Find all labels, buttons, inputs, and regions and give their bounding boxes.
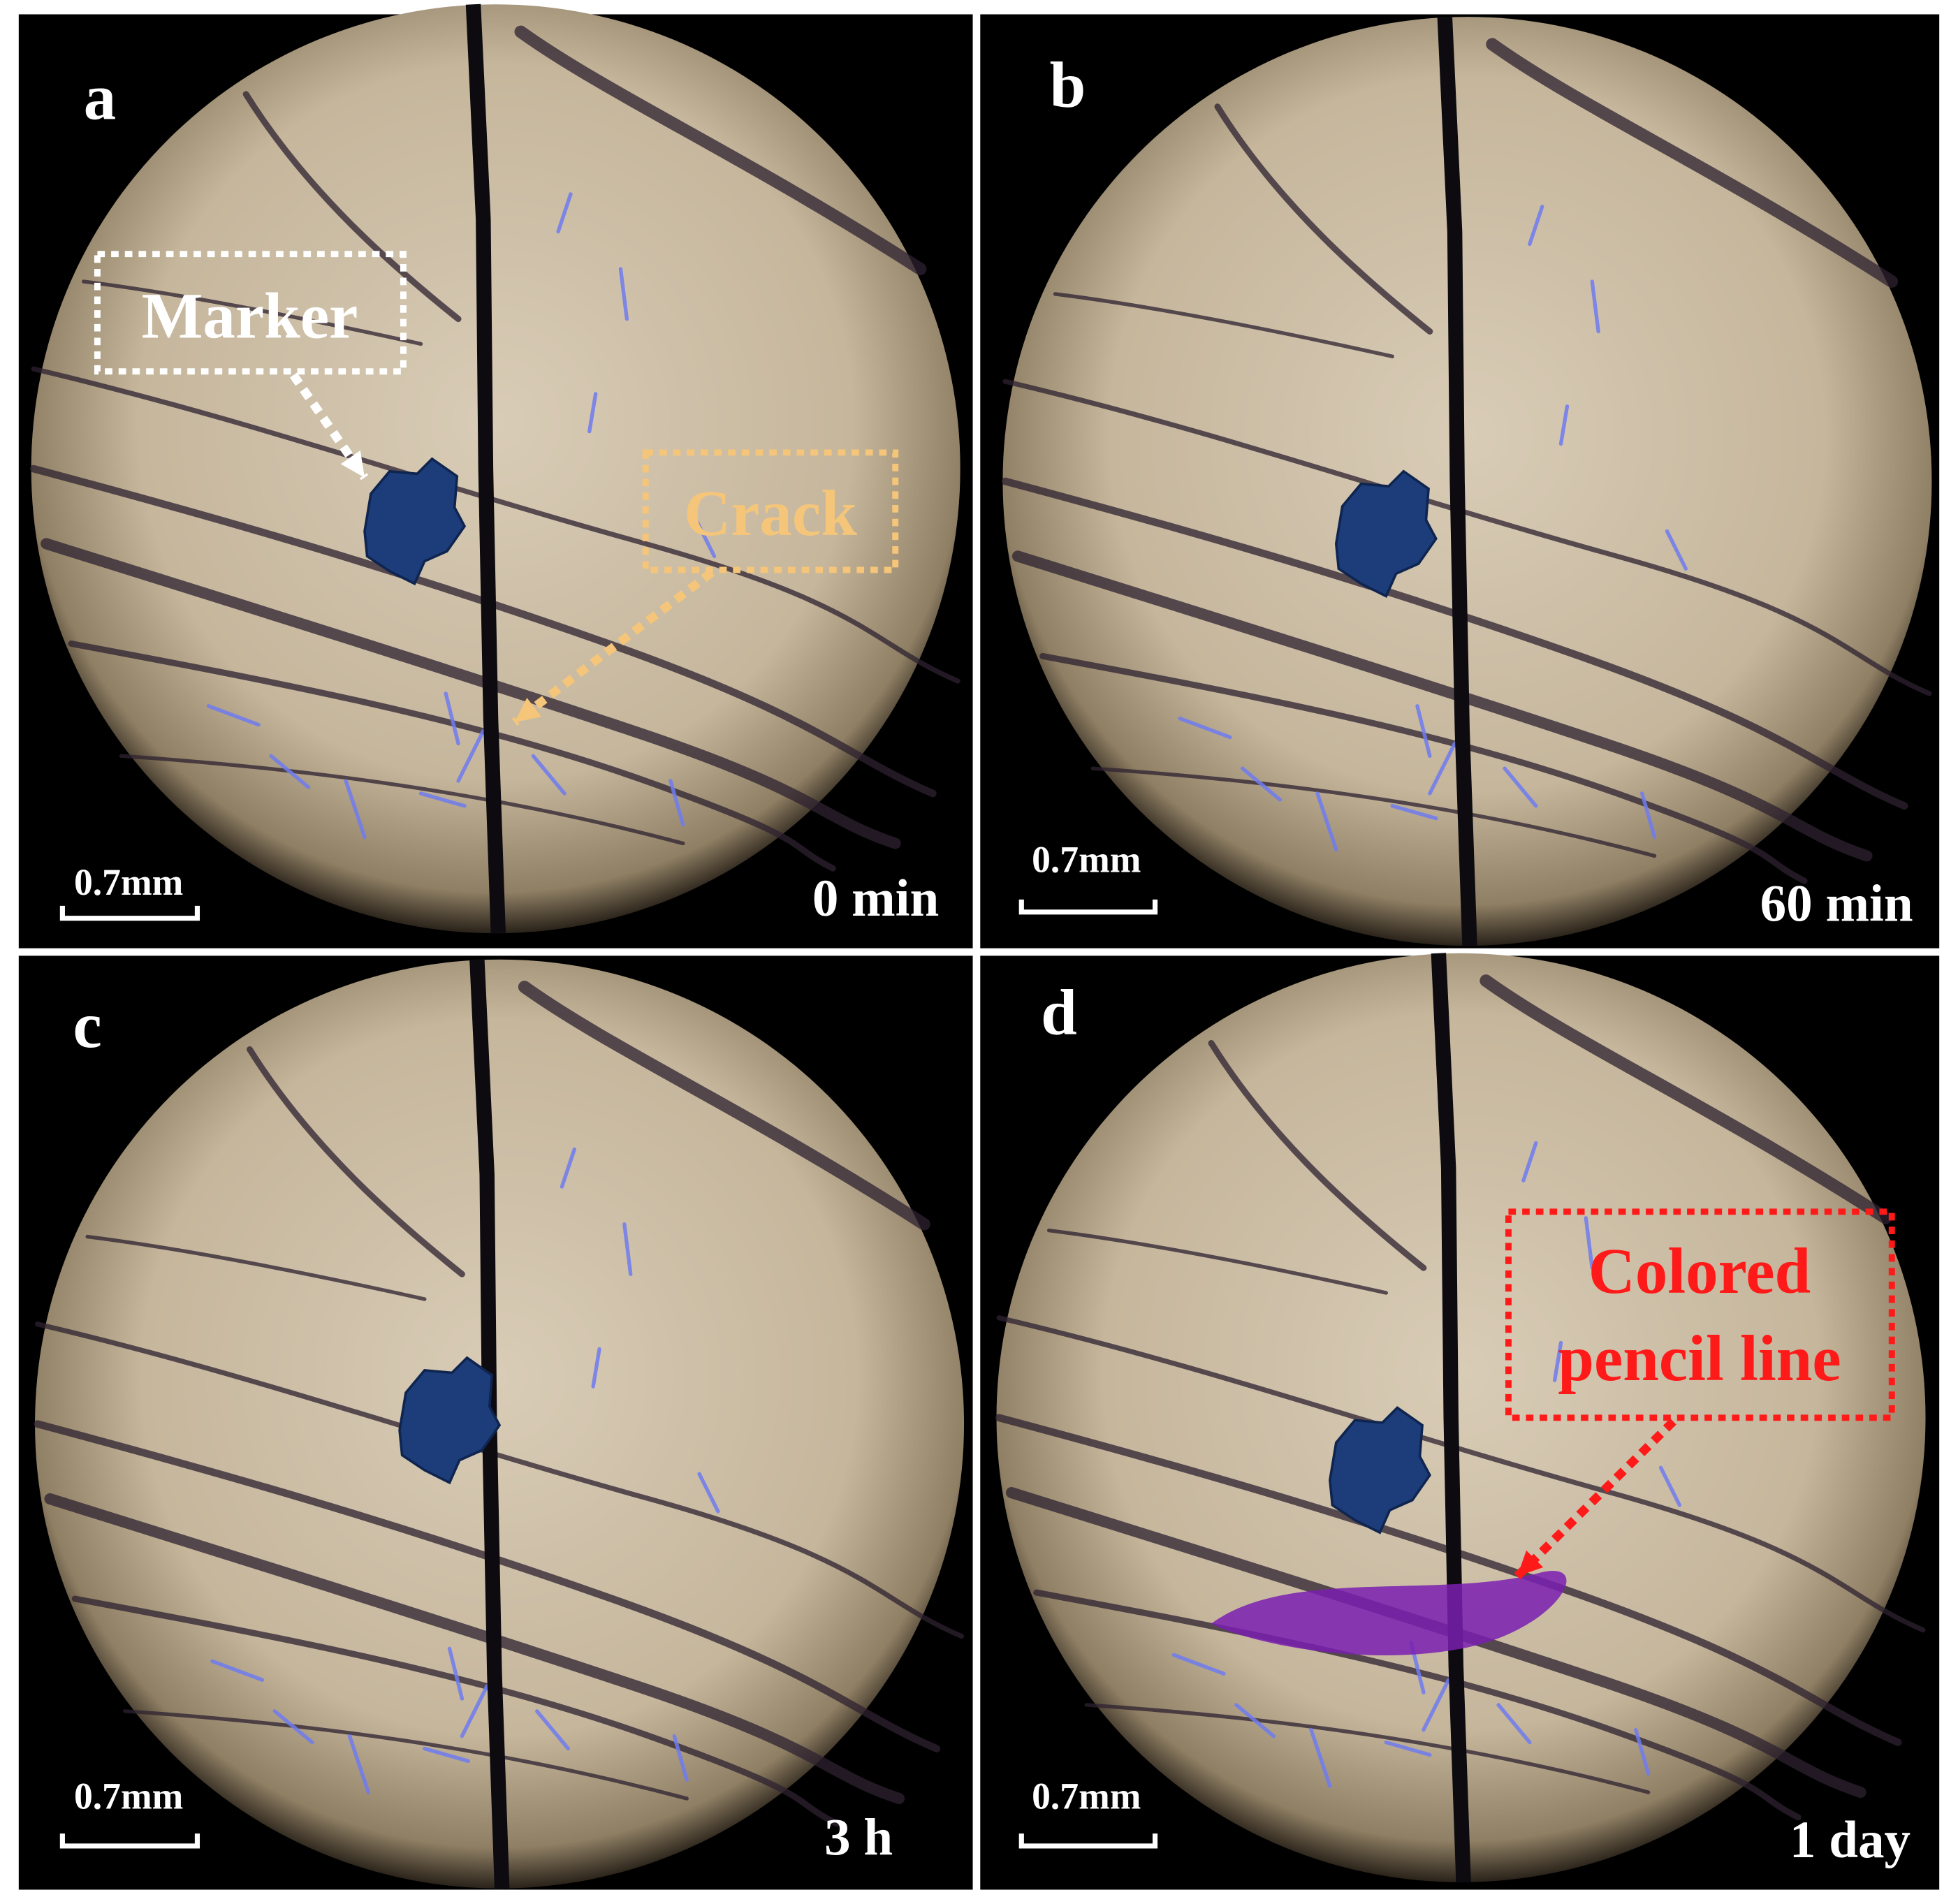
time-label: 1 day xyxy=(1790,1811,1910,1869)
annotation-text: pencil line xyxy=(1558,1323,1841,1395)
scale-bar-label: 0.7mm xyxy=(74,861,183,903)
micrograph xyxy=(31,4,960,933)
scale-bar xyxy=(59,1833,200,1849)
panel-label: d xyxy=(1041,977,1077,1049)
marker-spot xyxy=(363,457,467,586)
panel: b 60 min 0.7mm xyxy=(977,13,1942,950)
scale-bar-label: 0.7mm xyxy=(1032,1775,1141,1817)
annotation-box xyxy=(642,449,899,573)
scale-bar xyxy=(1018,899,1158,915)
marker-spot xyxy=(398,1356,502,1485)
micrograph xyxy=(1002,17,1931,946)
pencil-smear xyxy=(1211,1570,1567,1655)
scale-bar xyxy=(59,905,200,921)
micrograph xyxy=(997,953,1926,1882)
panel-label: c xyxy=(73,990,102,1062)
time-label: 3 h xyxy=(824,1808,893,1866)
arrow-head xyxy=(340,450,365,478)
marker-spot xyxy=(1334,469,1438,598)
annotation-text: Crack xyxy=(684,478,857,550)
annotation-text: Colored xyxy=(1588,1236,1811,1308)
annotation-arrow xyxy=(1514,1418,1676,1580)
marker-spot xyxy=(1329,1406,1431,1535)
scale-bar xyxy=(1018,1833,1158,1849)
arrow-head xyxy=(514,698,542,723)
annotation-box xyxy=(1505,1208,1895,1421)
scale-bar-label: 0.7mm xyxy=(74,1775,183,1817)
scale-bar-label: 0.7mm xyxy=(1032,839,1141,881)
time-label: 60 min xyxy=(1760,874,1913,932)
panel: a 0 min 0.7mm Marker Crack xyxy=(16,4,976,951)
time-label: 0 min xyxy=(812,870,939,928)
arrow-head xyxy=(1517,1550,1544,1576)
panel-label: a xyxy=(84,62,116,134)
panels: a 0 min 0.7mm Marker Crack b 60 min 0.7mm c 3 h 0.… xyxy=(16,4,1942,1893)
panel: d 1 day 0.7mm Colored pencil line xyxy=(977,953,1942,1893)
annotation-box xyxy=(94,251,407,375)
panel: c 3 h 0.7mm xyxy=(16,955,976,1891)
annotation-text: Marker xyxy=(142,280,358,352)
panel-label: b xyxy=(1050,50,1086,122)
annotation-arrow xyxy=(511,569,715,726)
annotation-arrow xyxy=(289,372,369,481)
